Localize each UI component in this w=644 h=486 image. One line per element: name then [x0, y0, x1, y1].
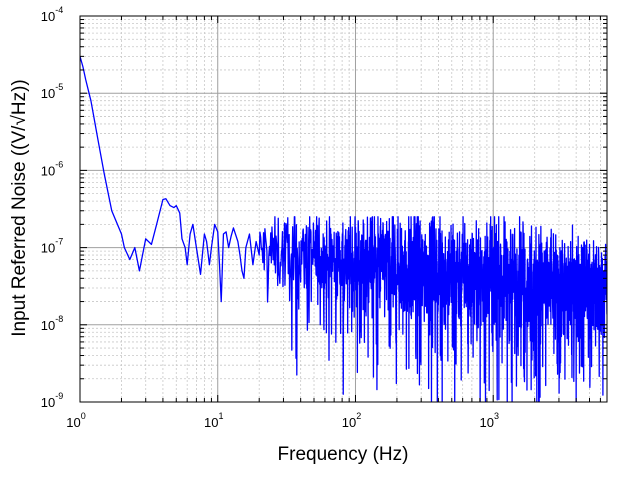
- y-tick-base: 10: [41, 9, 55, 24]
- y-tick-base: 10: [41, 318, 55, 333]
- x-tick-label: 103: [479, 411, 498, 430]
- x-tick-base: 10: [342, 415, 356, 430]
- x-axis-title: Frequency (Hz): [278, 444, 409, 465]
- y-tick-exponent: -4: [55, 5, 63, 15]
- y-tick-exponent: -6: [55, 159, 63, 169]
- y-tick-base: 10: [41, 163, 55, 178]
- y-tick-exponent: -7: [55, 237, 63, 247]
- x-tick-label: 102: [342, 411, 361, 430]
- y-tick-exponent: -5: [55, 82, 63, 92]
- x-tick-exponent: 3: [494, 411, 499, 421]
- x-tick-base: 10: [479, 415, 493, 430]
- plot-frame: [79, 15, 608, 403]
- x-tick-exponent: 2: [356, 411, 361, 421]
- y-tick-exponent: -9: [55, 391, 63, 401]
- x-tick-base: 10: [66, 415, 80, 430]
- y-tick-base: 10: [41, 395, 55, 410]
- x-tick-base: 10: [204, 415, 218, 430]
- x-tick-labels: 100 101 102 103: [66, 411, 499, 430]
- noise-series-line: [80, 56, 607, 402]
- x-tick-label: 101: [204, 411, 223, 430]
- y-tick-label: 10-9: [41, 391, 63, 410]
- y-tick-label: 10-6: [41, 159, 63, 178]
- y-tick-base: 10: [41, 241, 55, 256]
- y-tick-base: 10: [41, 86, 55, 101]
- y-tick-labels: 10-410-510-610-710-810-9: [41, 5, 63, 410]
- y-tick-label: 10-4: [41, 5, 63, 24]
- y-tick-label: 10-7: [41, 237, 63, 256]
- y-axis-title: Input Referred Noise ((V/√Hz)): [9, 79, 30, 337]
- axis-ticks: [79, 15, 607, 403]
- y-tick-label: 10-8: [41, 314, 63, 333]
- y-tick-label: 10-5: [41, 82, 63, 101]
- x-tick-exponent: 0: [81, 411, 86, 421]
- y-tick-exponent: -8: [55, 314, 63, 324]
- x-tick-exponent: 1: [218, 411, 223, 421]
- series-layer: [80, 56, 607, 402]
- x-tick-label: 100: [66, 411, 85, 430]
